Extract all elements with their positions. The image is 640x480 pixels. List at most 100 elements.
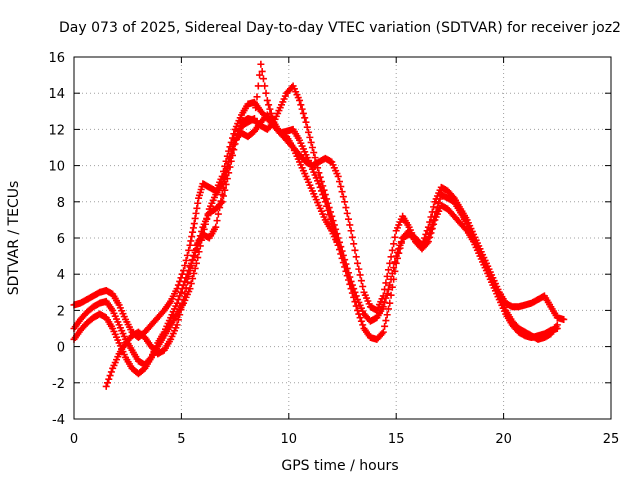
data-point <box>257 60 265 68</box>
data-point <box>323 195 331 203</box>
data-point <box>176 311 184 319</box>
data-point <box>261 82 269 90</box>
data-point <box>258 67 266 75</box>
y-tick-label: 4 <box>57 268 65 283</box>
axis-ticks <box>73 56 612 420</box>
data-point <box>343 209 351 217</box>
data-point <box>391 258 399 266</box>
data-point <box>383 290 391 298</box>
data-point <box>176 292 184 300</box>
data-point <box>259 75 267 83</box>
chart-title: Day 073 of 2025, Sidereal Day-to-day VTE… <box>59 20 621 36</box>
data-point <box>384 266 392 274</box>
data-point <box>343 264 351 272</box>
data-point <box>262 89 270 97</box>
data-point <box>356 271 364 279</box>
data-point <box>320 186 328 194</box>
data-point <box>381 322 389 330</box>
data-point <box>221 178 229 186</box>
data-point <box>193 204 201 212</box>
data-point <box>303 123 311 131</box>
data-point <box>382 317 390 325</box>
data-point <box>186 267 194 275</box>
data-point <box>393 248 401 256</box>
data-point <box>347 277 355 285</box>
data-point <box>348 281 356 289</box>
data-point <box>312 159 320 167</box>
data-point <box>382 279 390 287</box>
data-point <box>339 193 347 201</box>
data-point <box>105 375 113 383</box>
data-point <box>379 328 387 336</box>
y-tick-label: 16 <box>48 51 65 66</box>
data-point <box>253 93 261 101</box>
data-point <box>212 223 220 231</box>
data-point <box>319 182 327 190</box>
data-point <box>230 141 238 149</box>
data-point <box>382 294 390 302</box>
data-point <box>173 299 181 307</box>
data-point <box>388 246 396 254</box>
data-point <box>182 256 190 264</box>
x-tick-label: 10 <box>281 432 298 447</box>
data-point <box>223 164 231 172</box>
data-point <box>326 208 334 216</box>
data-point <box>432 208 440 216</box>
x-tick-labels: 0 5 10 15 20 25 <box>70 432 619 447</box>
data-point <box>424 234 432 242</box>
data-point <box>342 260 350 268</box>
data-point <box>321 191 329 199</box>
y-tick-label: 6 <box>57 232 65 247</box>
data-point <box>352 253 360 261</box>
data-point <box>177 288 185 296</box>
data-point <box>346 273 354 281</box>
data-point <box>181 262 189 270</box>
data-point <box>102 382 110 390</box>
data-point <box>342 204 350 212</box>
data-point <box>357 317 365 325</box>
data-point <box>428 221 436 229</box>
data-point <box>308 144 316 151</box>
data-point <box>298 105 306 113</box>
data-point <box>187 237 195 245</box>
data-point <box>324 199 332 207</box>
data-point <box>433 204 441 212</box>
data-point <box>216 204 224 212</box>
data-point <box>222 171 230 179</box>
data-point <box>334 172 342 180</box>
data-point <box>384 305 392 313</box>
data-point <box>329 217 337 225</box>
data-point <box>328 212 336 220</box>
data-point <box>357 277 365 285</box>
data-point <box>227 149 235 157</box>
data-point <box>345 215 353 223</box>
data-point <box>355 265 363 273</box>
data-point <box>190 269 198 277</box>
data-point <box>191 264 199 272</box>
data-point <box>397 238 405 246</box>
data-point <box>178 301 186 309</box>
data-point <box>191 214 199 222</box>
x-tick-label: 5 <box>177 432 185 447</box>
data-point <box>310 149 318 157</box>
data-point <box>177 306 185 314</box>
data-point <box>307 138 315 146</box>
data-point <box>395 245 403 253</box>
data-point <box>225 158 233 166</box>
data-point <box>266 105 274 113</box>
data-point <box>423 235 431 243</box>
data-point <box>316 173 324 181</box>
y-tick-label: 14 <box>48 87 65 102</box>
data-point <box>386 281 394 289</box>
y-tick-label: 12 <box>48 123 65 138</box>
data-point <box>301 114 309 122</box>
data-point <box>341 256 349 264</box>
data-point <box>183 251 191 259</box>
x-tick-label: 0 <box>70 432 78 447</box>
data-point <box>254 82 262 90</box>
data-point <box>190 251 198 259</box>
data-point <box>185 246 193 254</box>
data-point <box>334 241 342 249</box>
